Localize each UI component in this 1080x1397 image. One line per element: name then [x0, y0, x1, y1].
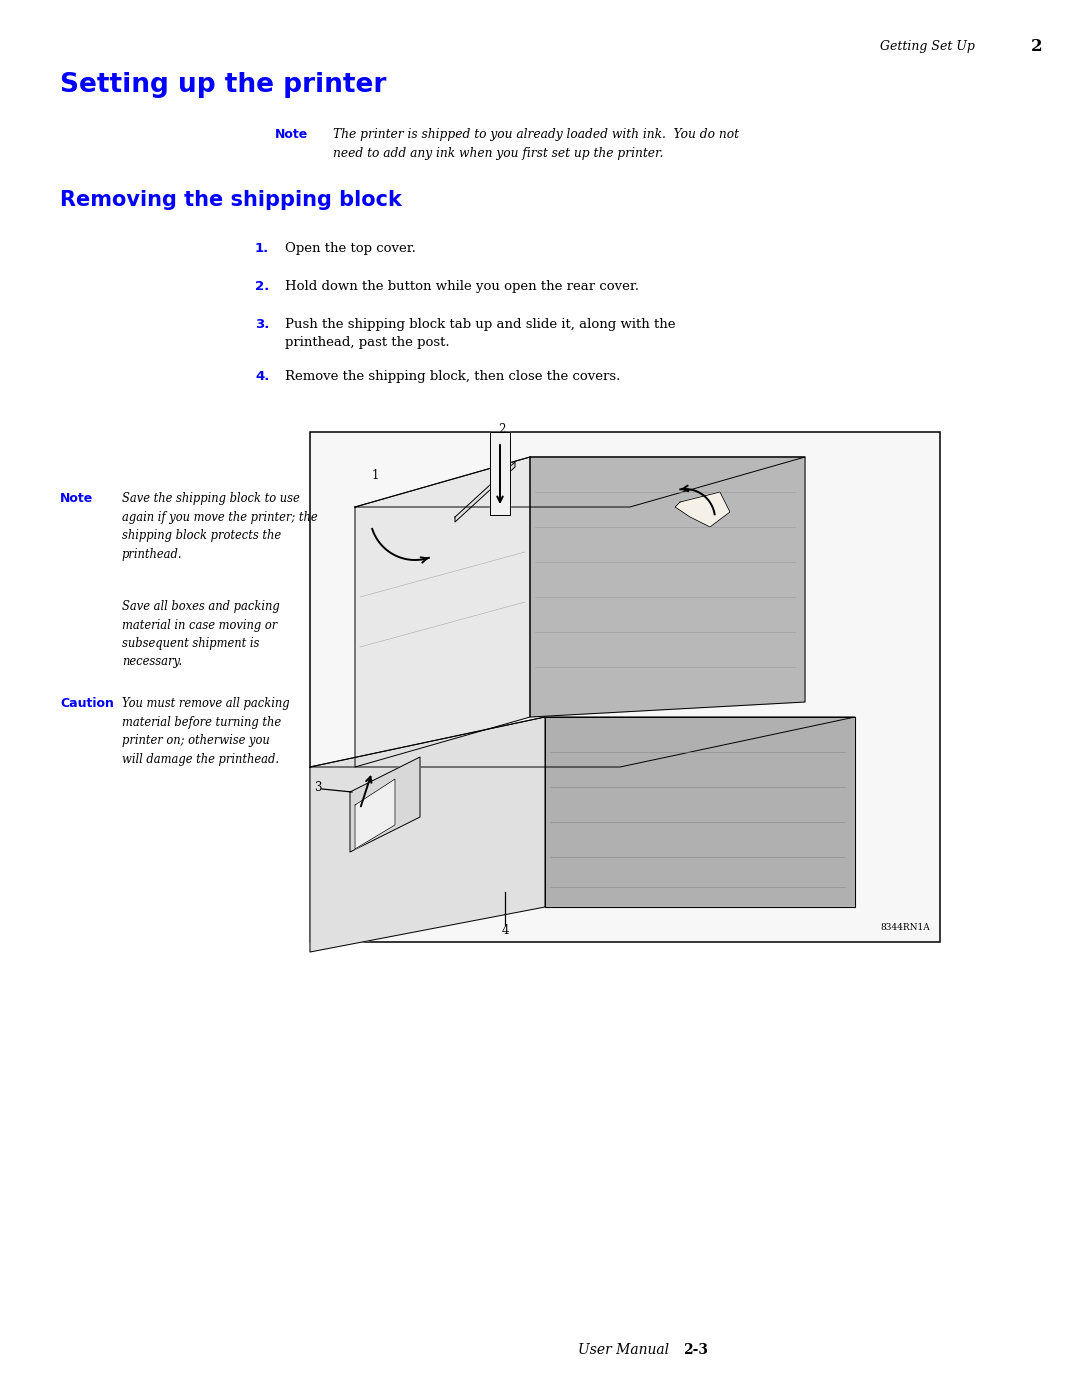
Text: 2-3: 2-3 [683, 1343, 707, 1356]
Text: 4.: 4. [255, 370, 269, 383]
Text: Removing the shipping block: Removing the shipping block [60, 190, 402, 210]
Text: 2: 2 [1030, 38, 1042, 54]
Text: Getting Set Up: Getting Set Up [880, 41, 975, 53]
Text: 1.: 1. [255, 242, 269, 256]
Text: Hold down the button while you open the rear cover.: Hold down the button while you open the … [285, 279, 639, 293]
Text: Push the shipping block tab up and slide it, along with the
printhead, past the : Push the shipping block tab up and slide… [285, 319, 675, 348]
Text: 3.: 3. [255, 319, 269, 331]
Polygon shape [310, 717, 545, 951]
Polygon shape [455, 462, 515, 522]
Polygon shape [530, 457, 805, 717]
Polygon shape [355, 780, 395, 849]
Text: User Manual: User Manual [579, 1343, 670, 1356]
Text: Save the shipping block to use
again if you move the printer; the
shipping block: Save the shipping block to use again if … [122, 492, 318, 560]
Polygon shape [675, 492, 730, 527]
Text: 2: 2 [498, 422, 505, 436]
Text: Caution: Caution [60, 697, 113, 710]
Text: Remove the shipping block, then close the covers.: Remove the shipping block, then close th… [285, 370, 620, 383]
Polygon shape [490, 432, 510, 515]
Text: Open the top cover.: Open the top cover. [285, 242, 416, 256]
Text: You must remove all packing
material before turning the
printer on; otherwise yo: You must remove all packing material bef… [122, 697, 289, 766]
Text: The printer is shipped to you already loaded with ink.  You do not
need to add a: The printer is shipped to you already lo… [333, 129, 739, 159]
Text: 3: 3 [314, 781, 322, 793]
Polygon shape [545, 717, 855, 907]
Text: 2.: 2. [255, 279, 269, 293]
Text: 8344RN1A: 8344RN1A [880, 923, 930, 932]
Polygon shape [355, 457, 805, 507]
Text: 4: 4 [501, 923, 509, 936]
Text: Note: Note [60, 492, 93, 504]
Text: Save all boxes and packing
material in case moving or
subsequent shipment is
nec: Save all boxes and packing material in c… [122, 599, 280, 669]
Text: Note: Note [275, 129, 308, 141]
Text: 1: 1 [372, 468, 379, 482]
Bar [310, 432, 940, 942]
Text: Setting up the printer: Setting up the printer [60, 73, 387, 98]
Polygon shape [350, 757, 420, 852]
Polygon shape [355, 457, 530, 767]
Polygon shape [310, 717, 855, 767]
